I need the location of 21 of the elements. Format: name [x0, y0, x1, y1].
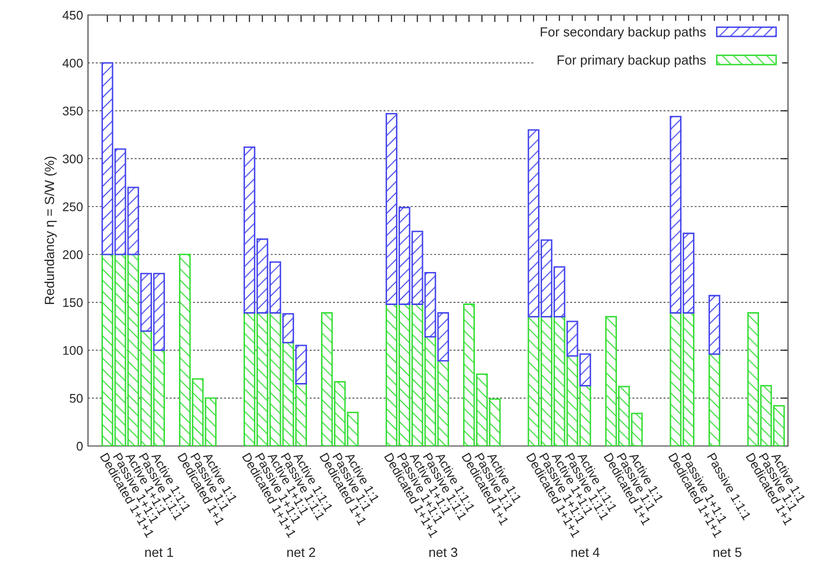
y-tick-label: 50: [70, 394, 83, 403]
y-tick-label: 200: [62, 250, 83, 260]
y-tick-label: 250: [62, 202, 83, 212]
text: net 1: [145, 548, 174, 557]
y-tick-label: 0: [76, 442, 83, 451]
y-tick-label: 100: [63, 346, 83, 355]
y-axis-title: Redundancy η = S/W (%): [44, 156, 57, 304]
y-tick-label: 300: [62, 154, 83, 164]
bar: [295, 344, 307, 384]
legend-label: For secondary backup paths: [540, 26, 706, 40]
y-tick-label: 150: [63, 298, 83, 307]
text: net 4: [571, 548, 600, 557]
y-tick-label: 450: [62, 10, 83, 20]
y-tick-label: 350: [62, 106, 83, 116]
text: net 3: [429, 548, 458, 557]
text: net 5: [714, 548, 742, 557]
text: net 2: [287, 548, 316, 557]
bar: [708, 294, 720, 355]
y-tick-label: 400: [62, 58, 83, 68]
legend-label: For primary backup paths: [558, 55, 706, 68]
bar: [708, 353, 720, 446]
